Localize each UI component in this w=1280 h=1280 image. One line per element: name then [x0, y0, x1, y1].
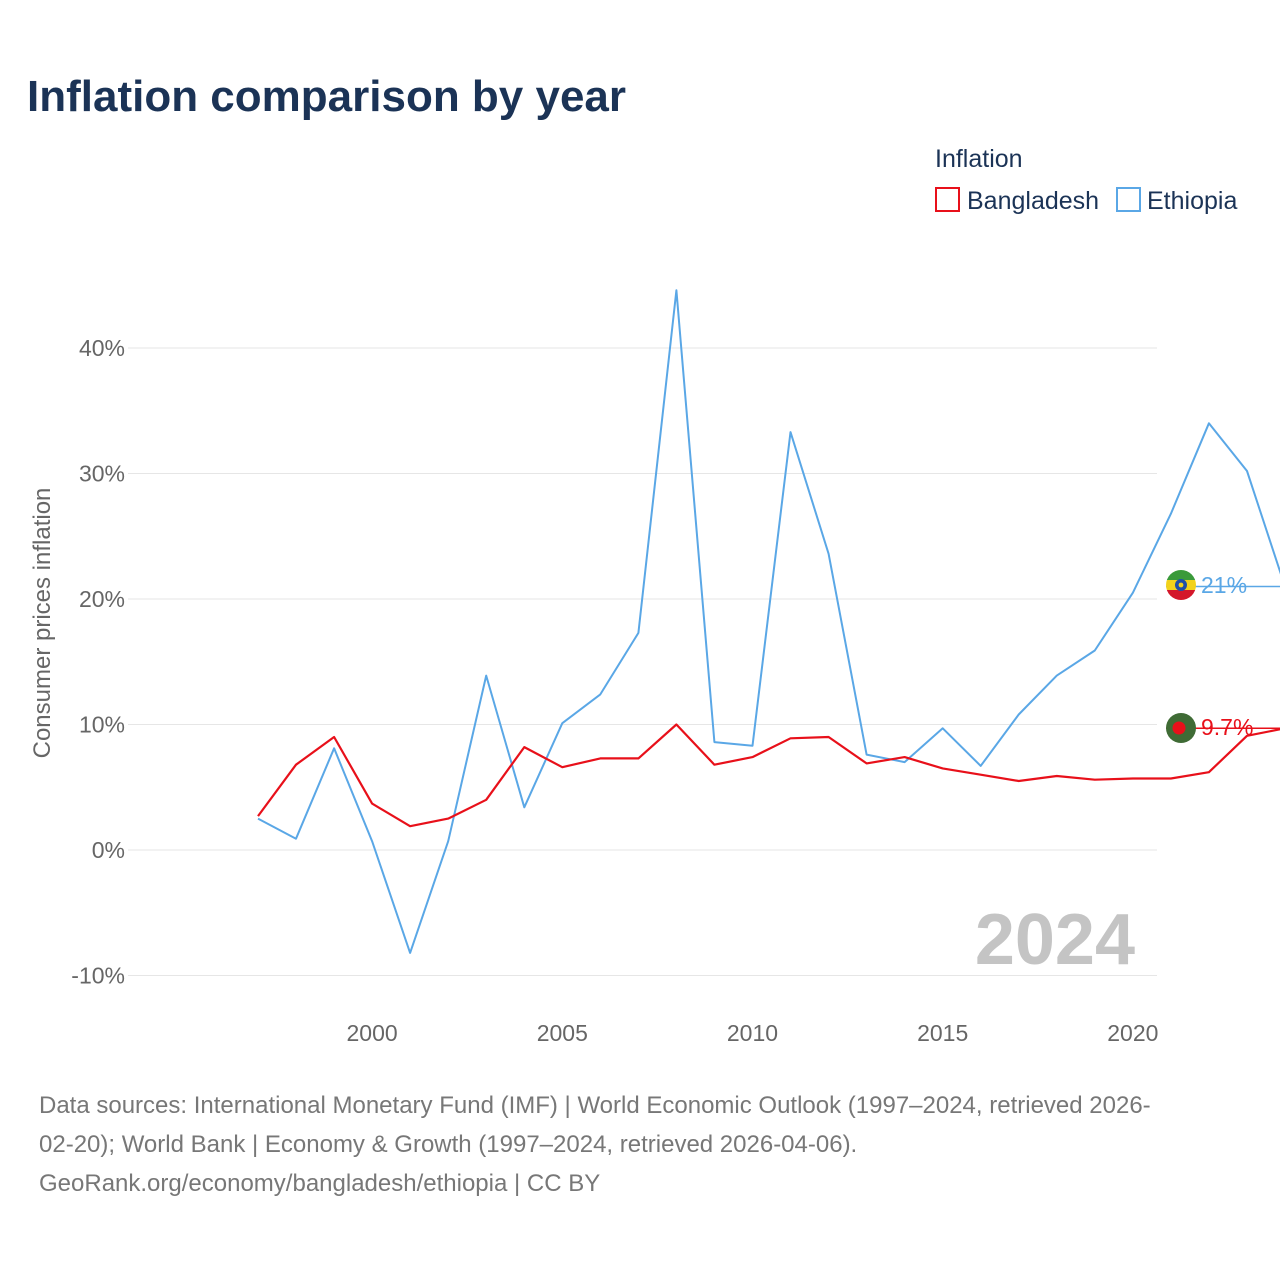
y-axis-label: Consumer prices inflation — [29, 488, 56, 759]
x-tick-label: 2010 — [727, 1020, 778, 1046]
legend-swatch-bangladesh — [935, 187, 960, 212]
legend-label-ethiopia: Ethiopia — [1147, 187, 1237, 215]
x-tick-label: 2000 — [347, 1020, 398, 1046]
x-tick-label: 2020 — [1107, 1020, 1158, 1046]
year-watermark: 2024 — [975, 900, 1135, 980]
series-line-ethiopia[interactable] — [257, 289, 1280, 954]
legend-item-bangladesh[interactable]: Bangladesh — [935, 187, 1099, 215]
x-tick-label: 2005 — [537, 1020, 588, 1046]
legend-title: Inflation — [935, 145, 1023, 173]
ethiopia-flag-icon — [1166, 570, 1196, 600]
legend-item-ethiopia[interactable]: Ethiopia — [1116, 187, 1237, 215]
chart-title: Inflation comparison by year — [27, 72, 626, 121]
legend-label-bangladesh: Bangladesh — [967, 187, 1099, 215]
source-line-2: 02-20); World Bank | Economy & Growth (1… — [39, 1131, 858, 1158]
y-tick-label: 30% — [79, 461, 125, 487]
series-lines — [257, 289, 1280, 954]
y-tick-label: 0% — [92, 837, 125, 863]
grid-lines — [128, 347, 1157, 976]
legend-swatch-ethiopia — [1116, 187, 1141, 212]
bangladesh-flag-icon — [1166, 713, 1196, 743]
end-label-ethiopia: 21% — [1201, 572, 1247, 598]
y-tick-label: 20% — [79, 586, 125, 612]
x-axis-ticks: 2000 2005 2010 2015 2020 — [347, 1020, 1159, 1046]
y-tick-label: -10% — [71, 963, 125, 989]
source-line-1: Data sources: International Monetary Fun… — [39, 1092, 1151, 1119]
source-line-3[interactable]: GeoRank.org/economy/bangladesh/ethiopia … — [39, 1170, 601, 1197]
source-note: Data sources: International Monetary Fun… — [39, 1086, 1259, 1203]
y-axis-ticks: -10% 0% 10% 20% 30% 40% — [71, 335, 125, 989]
end-label-bangladesh: 9.7% — [1201, 714, 1253, 740]
y-tick-label: 10% — [79, 712, 125, 738]
x-tick-label: 2015 — [917, 1020, 968, 1046]
y-tick-label: 40% — [79, 335, 125, 361]
series-line-bangladesh[interactable] — [257, 723, 1280, 828]
